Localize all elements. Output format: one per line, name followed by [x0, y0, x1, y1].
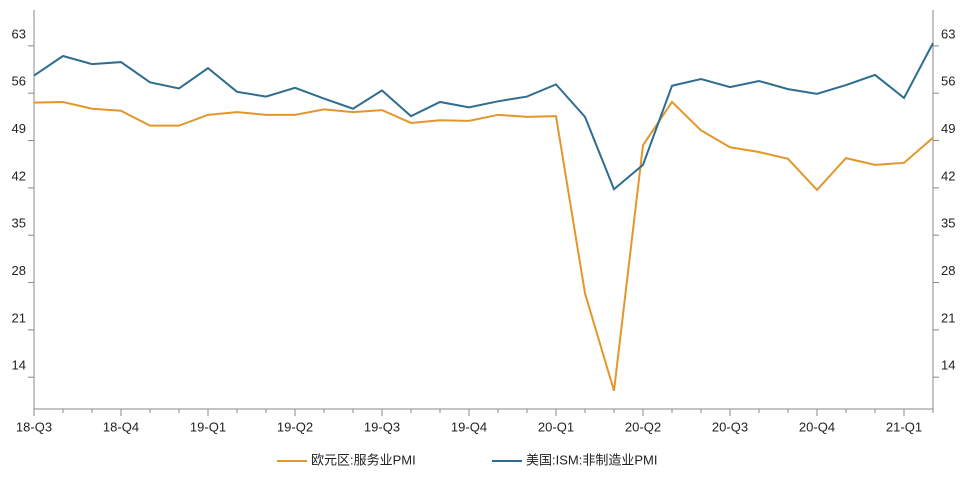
y-tick-label: 49 — [12, 121, 26, 136]
y2-tick-label: 56 — [941, 74, 955, 89]
y-tick-label: 28 — [12, 263, 26, 278]
series-line — [33, 100, 934, 392]
y2-tick-label: 49 — [941, 121, 955, 136]
x-tick-label: 20-Q2 — [625, 419, 661, 434]
x-tick-label: 20-Q4 — [799, 419, 835, 434]
x-tick-label: 19-Q3 — [364, 419, 400, 434]
x-tick-label: 20-Q1 — [538, 419, 574, 434]
legend-label: 美国:ISM:非制造业PMI — [526, 452, 657, 467]
y2-tick-label: 28 — [941, 263, 955, 278]
y2-tick-label: 35 — [941, 216, 955, 231]
y2-tick-label: 63 — [941, 26, 955, 41]
x-tick-label: 19-Q1 — [190, 419, 226, 434]
x-tick-label: 18-Q3 — [16, 419, 52, 434]
x-tick-label: 19-Q2 — [277, 419, 313, 434]
x-tick-label: 21-Q1 — [886, 419, 922, 434]
y2-tick-label: 14 — [941, 358, 955, 373]
x-tick-label: 19-Q4 — [451, 419, 487, 434]
legend-label: 欧元区:服务业PMI — [311, 452, 416, 467]
y-tick-label: 35 — [12, 216, 26, 231]
y-tick-label: 14 — [12, 358, 26, 373]
y-tick-label: 42 — [12, 168, 26, 183]
x-tick-label: 20-Q3 — [712, 419, 748, 434]
series-line — [33, 42, 934, 191]
y-tick-label: 56 — [12, 74, 26, 89]
y-tick-label: 63 — [12, 26, 26, 41]
x-tick-label: 18-Q4 — [103, 419, 139, 434]
y2-tick-label: 42 — [941, 168, 955, 183]
y2-tick-label: 21 — [941, 310, 955, 325]
y-tick-label: 21 — [12, 310, 26, 325]
